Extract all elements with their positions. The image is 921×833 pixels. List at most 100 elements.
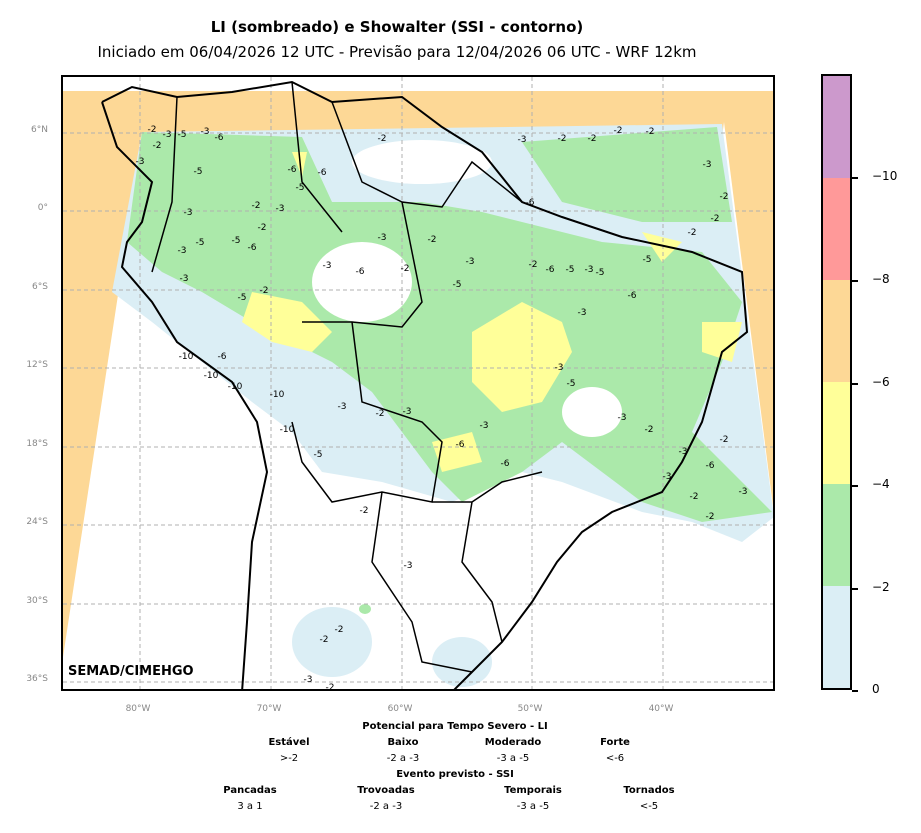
ssi-contour-label: -5 [178,130,187,140]
ssi-contour-label: -2 [720,192,729,202]
ssi-contour-label: -3 [201,127,210,137]
colorbar-segment [823,76,850,178]
ssi-contour-label: -5 [314,450,323,460]
ssi-contour-label: -6 [356,267,365,277]
longitude-label: 80°W [125,704,151,714]
ssi-contour-label: -2 [529,260,538,270]
ssi-contour-label: -2 [360,506,369,516]
colorbar-segment [823,178,850,280]
colorbar-tick-label: −6 [872,375,890,389]
ssi-contour-label: -2 [401,264,410,274]
ssi-contour-label: -3 [304,675,313,685]
ssi-contour-label: -3 [679,447,688,457]
ssi-contour-label: -6 [706,461,715,471]
chart-title: LI (sombreado) e Showalter (SSI - contor… [210,18,584,36]
colorbar-tick-label: −2 [872,580,890,594]
longitude-label: 40°W [648,704,674,714]
latitude-label: 6°S [32,282,48,292]
li-legend-range: >-2 [279,753,299,764]
colorbar-tick-label: −4 [872,477,890,491]
ssi-contour-label: -5 [643,255,652,265]
ssi-contour-label: -2 [320,635,329,645]
ssi-contour-label: -2 [558,134,567,144]
ssi-contour-label: -10 [179,352,194,362]
ssi-legend-title: Evento previsto - SSI [396,769,514,780]
colorbar-tick-label: −10 [872,169,898,183]
colorbar-tick-label: 0 [872,682,880,696]
li-legend-label: Moderado [484,737,542,748]
ssi-contour-label: -3 [136,157,145,167]
ssi-contour-label: -2 [711,214,720,224]
ssi-contour-label: -2 [646,127,655,137]
latitude-label: 36°S [26,674,48,684]
ssi-contour-label: -5 [567,379,576,389]
ssi-contour-label: -2 [148,125,157,135]
longitude-label: 50°W [517,704,543,714]
longitude-label: 70°W [256,704,282,714]
colorbar-segment [823,382,850,484]
ssi-contour-label: -6 [218,352,227,362]
ssi-contour-label: -2 [252,201,261,211]
colorbar-tick [852,177,858,179]
ssi-contour-label: -10 [204,371,219,381]
ssi-contour-label: -3 [404,561,413,571]
ssi-legend-range: -2 a -3 [369,801,403,812]
ssi-contour-label: -2 [614,126,623,136]
ssi-contour-label: -6 [546,265,555,275]
ssi-contour-label: -3 [480,421,489,431]
ssi-contour-label: -5 [596,268,605,278]
ssi-contour-label: -2 [258,223,267,233]
map-canvas: -2 -3 -5 -3-6-3-2-2 -3 -2 -2-2 -2-6-5-6-3-5-3-2… [63,77,773,691]
ssi-contour-label: -6 [456,440,465,450]
ssi-contour-label: -2 [335,625,344,635]
colorbar-tick [852,280,858,282]
ssi-contour-label: -5 [453,280,462,290]
colorbar-tick [852,485,858,487]
ssi-contour-label: -3 [180,274,189,284]
ssi-contour-label: -2 [153,141,162,151]
li-shading-white-gaps [312,140,622,437]
ssi-contour-label: -3 [663,472,672,482]
ssi-contour-label: -5 [296,183,305,193]
ssi-contour-label: -6 [318,168,327,178]
ssi-contour-label: -3 [276,204,285,214]
colorbar-tick [852,383,858,385]
latitude-label: 24°S [26,517,48,527]
ssi-contour-label: -3 [178,246,187,256]
ssi-contour-label: -2 [720,435,729,445]
ssi-contour-label: -3 [518,135,527,145]
latitude-label: 6°N [31,125,48,135]
colorbar-tick [852,588,858,590]
ssi-contour-label: -3 [163,130,172,140]
south-america-coastline [101,80,749,689]
ssi-contour-label: -2 [326,683,335,691]
li-legend-label: Baixo [387,737,419,748]
ssi-contour-label: -2 [260,286,269,296]
graticule [63,77,773,689]
li-legend-label: Forte [600,737,630,748]
ssi-contour-label: -3 [578,308,587,318]
ssi-contour-label: -2 [376,409,385,419]
ssi-contour-label: -5 [566,265,575,275]
ssi-contour-label: -3 [585,265,594,275]
ssi-contour-label: -3 [703,160,712,170]
colorbar-tick-label: −8 [872,272,890,286]
ssi-contour-label: -2 [428,235,437,245]
ssi-legend-label: Tornados [623,785,675,796]
ssi-contour-label: -3 [338,402,347,412]
ssi-contour-label: -2 [688,228,697,238]
ssi-contour-label: -2 [378,134,387,144]
chart-subtitle: Iniciado em 06/04/2026 12 UTC - Previsão… [97,43,697,61]
ssi-contour-label: -3 [739,487,748,497]
ssi-legend-range: -3 a -5 [516,801,550,812]
ssi-contour-label: -3 [466,257,475,267]
ssi-contour-label: -2 [588,134,597,144]
ssi-contour-label: -10 [228,382,243,392]
ssi-legend-range: 3 a 1 [237,801,263,812]
colorbar-segment [823,586,850,688]
ssi-contour-label: -2 [690,492,699,502]
longitude-label: 60°W [387,704,413,714]
ssi-contour-label: -2 [645,425,654,435]
li-legend-title: Potencial para Tempo Severo - LI [362,721,548,732]
